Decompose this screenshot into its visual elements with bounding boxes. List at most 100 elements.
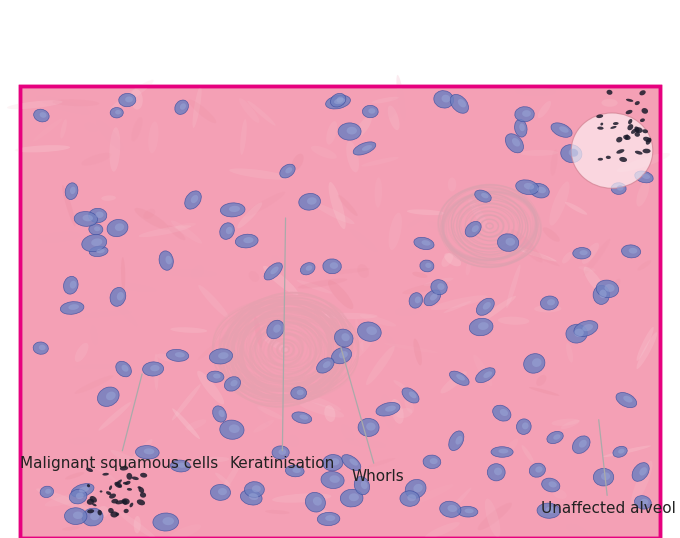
Ellipse shape xyxy=(543,227,560,242)
Text: Malignant squamous cells: Malignant squamous cells xyxy=(20,374,218,471)
Ellipse shape xyxy=(606,155,611,159)
Ellipse shape xyxy=(602,445,651,457)
Ellipse shape xyxy=(354,325,379,359)
Ellipse shape xyxy=(321,471,344,489)
Ellipse shape xyxy=(116,479,122,485)
Ellipse shape xyxy=(498,449,509,454)
Ellipse shape xyxy=(635,151,643,154)
Ellipse shape xyxy=(338,195,358,216)
Ellipse shape xyxy=(209,349,233,364)
Ellipse shape xyxy=(170,327,207,333)
Ellipse shape xyxy=(75,376,113,394)
Ellipse shape xyxy=(551,150,558,176)
Ellipse shape xyxy=(431,280,447,295)
Ellipse shape xyxy=(119,94,136,107)
Ellipse shape xyxy=(156,353,176,362)
Ellipse shape xyxy=(559,126,568,133)
Ellipse shape xyxy=(573,247,591,259)
Ellipse shape xyxy=(441,95,450,103)
Ellipse shape xyxy=(625,134,628,140)
Ellipse shape xyxy=(498,234,519,251)
Ellipse shape xyxy=(97,387,119,406)
Ellipse shape xyxy=(73,512,83,519)
Ellipse shape xyxy=(571,113,653,188)
Ellipse shape xyxy=(75,311,132,317)
Ellipse shape xyxy=(65,472,84,479)
Ellipse shape xyxy=(52,100,99,106)
Ellipse shape xyxy=(167,225,186,240)
Ellipse shape xyxy=(99,402,131,430)
Ellipse shape xyxy=(109,493,116,499)
Ellipse shape xyxy=(522,247,560,266)
Ellipse shape xyxy=(87,499,94,505)
Ellipse shape xyxy=(126,473,133,480)
Ellipse shape xyxy=(551,123,572,137)
Ellipse shape xyxy=(615,110,645,122)
Ellipse shape xyxy=(643,129,648,133)
Ellipse shape xyxy=(317,358,334,373)
Ellipse shape xyxy=(322,455,343,471)
Ellipse shape xyxy=(62,526,80,530)
Ellipse shape xyxy=(443,487,471,518)
Ellipse shape xyxy=(324,405,335,422)
Ellipse shape xyxy=(108,508,114,513)
Ellipse shape xyxy=(337,97,343,103)
Ellipse shape xyxy=(115,223,124,231)
Ellipse shape xyxy=(636,181,649,207)
Ellipse shape xyxy=(65,183,78,200)
Ellipse shape xyxy=(68,519,112,530)
Ellipse shape xyxy=(97,506,109,518)
Ellipse shape xyxy=(385,98,399,118)
Ellipse shape xyxy=(220,203,245,217)
Ellipse shape xyxy=(388,105,400,130)
Ellipse shape xyxy=(549,181,569,225)
Ellipse shape xyxy=(441,371,466,393)
Ellipse shape xyxy=(498,317,530,325)
Ellipse shape xyxy=(466,262,471,275)
Ellipse shape xyxy=(296,390,304,395)
Ellipse shape xyxy=(299,194,320,210)
Ellipse shape xyxy=(355,116,372,138)
Ellipse shape xyxy=(447,505,457,512)
Ellipse shape xyxy=(101,195,116,201)
Ellipse shape xyxy=(554,434,560,440)
Ellipse shape xyxy=(40,486,54,498)
Ellipse shape xyxy=(360,314,396,327)
Ellipse shape xyxy=(45,491,96,507)
Ellipse shape xyxy=(474,296,516,326)
Ellipse shape xyxy=(440,501,461,518)
Ellipse shape xyxy=(328,182,345,229)
Ellipse shape xyxy=(434,91,454,108)
Ellipse shape xyxy=(367,327,377,335)
Ellipse shape xyxy=(601,472,610,480)
Ellipse shape xyxy=(87,509,94,513)
Ellipse shape xyxy=(292,154,304,171)
Ellipse shape xyxy=(134,516,141,533)
Ellipse shape xyxy=(92,503,97,506)
Ellipse shape xyxy=(122,498,130,505)
Ellipse shape xyxy=(15,145,70,152)
Ellipse shape xyxy=(626,99,633,102)
Ellipse shape xyxy=(188,100,216,123)
Ellipse shape xyxy=(425,522,460,538)
Ellipse shape xyxy=(430,293,437,301)
Ellipse shape xyxy=(288,435,299,447)
Ellipse shape xyxy=(617,153,670,172)
Ellipse shape xyxy=(291,387,307,399)
Ellipse shape xyxy=(491,447,513,457)
Ellipse shape xyxy=(129,502,133,507)
Ellipse shape xyxy=(623,135,630,140)
Ellipse shape xyxy=(165,256,172,264)
Ellipse shape xyxy=(354,477,370,495)
Ellipse shape xyxy=(617,186,624,190)
Ellipse shape xyxy=(196,457,229,463)
Ellipse shape xyxy=(430,295,488,310)
Ellipse shape xyxy=(450,95,469,114)
Ellipse shape xyxy=(448,178,456,192)
Ellipse shape xyxy=(488,464,505,481)
Ellipse shape xyxy=(218,458,243,499)
Ellipse shape xyxy=(616,393,636,408)
Ellipse shape xyxy=(117,292,124,301)
Ellipse shape xyxy=(150,365,160,371)
Ellipse shape xyxy=(139,487,144,493)
